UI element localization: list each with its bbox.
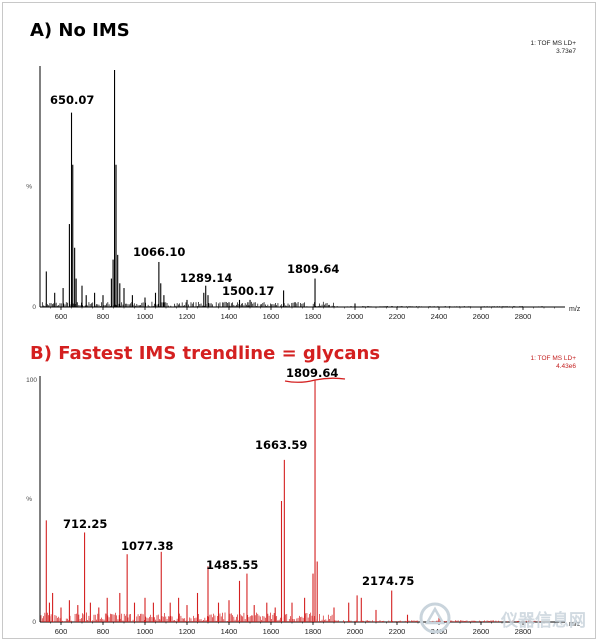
panel-b-title: B) Fastest IMS trendline = glycans — [30, 343, 381, 364]
panel-a-x-tick-label: 2800 — [515, 312, 532, 321]
panel-b-instrument: 1: TOF MS LD+ — [530, 355, 576, 362]
panel-b-peak-label: 1077.38 — [121, 539, 173, 553]
panel-a-peak-label: 650.07 — [50, 93, 94, 107]
panel-a-x-tick-label: 2200 — [389, 312, 406, 321]
panel-b-x-tick-label: 1000 — [137, 627, 154, 636]
panel-a-peak-label: 1066.10 — [133, 245, 185, 259]
panel-a-x-tick-label: 1600 — [263, 312, 280, 321]
panel-a-x-tick-label: 1400 — [221, 312, 238, 321]
panel-a-x-tick-label: 1200 — [179, 312, 196, 321]
watermark-logo-icon — [419, 602, 451, 634]
panel-b-x-tick-label: 1400 — [221, 627, 238, 636]
panel-a-x-tick-label: 2600 — [473, 312, 490, 321]
panel-a-x-tick-label: 1000 — [137, 312, 154, 321]
panel-b-peak-label: 1809.64 — [286, 366, 338, 380]
panel-a-peak-label: 1289.14 — [180, 271, 232, 285]
panel-b-y-top-label: 100 — [26, 377, 37, 384]
panel-b-x-tick-label: 2600 — [473, 627, 490, 636]
panel-a-x-unit-label: m/z — [569, 306, 581, 313]
panel-b-x-tick-label: 1200 — [179, 627, 196, 636]
panel-b-y-zero-label: 0 — [32, 619, 36, 626]
panel-a-x-tick-label: 600 — [55, 312, 68, 321]
panel-a-y-zero-label: 0 — [32, 304, 36, 311]
panel-b-x-tick-label: 600 — [55, 627, 68, 636]
panel-b-x-tick-label: 2000 — [347, 627, 364, 636]
panel-a-y-axis-label: % — [26, 184, 32, 191]
panel-b-peak-label: 712.25 — [63, 517, 107, 531]
panel-a-instrument: 1: TOF MS LD+ — [530, 40, 576, 47]
panel-a-x-tick-label: 1800 — [305, 312, 322, 321]
panel-b-x-tick-label: 2200 — [389, 627, 406, 636]
panel-a-peak-label: 1500.17 — [222, 284, 274, 298]
panel-a-x-tick-label: 800 — [97, 312, 110, 321]
panel-b-instrument-info: 1: TOF MS LD+ 4.43e6 — [531, 355, 576, 371]
panel-b-highlight-underline — [284, 377, 346, 383]
panel-b-intensity: 4.43e6 — [556, 363, 576, 370]
panel-a-peak-label: 1809.64 — [287, 262, 339, 276]
panel-b-peak-label: 1663.59 — [255, 438, 307, 452]
panel-a-x-tick-label: 2400 — [431, 312, 448, 321]
panel-b-peak-label: 1485.55 — [206, 558, 258, 572]
panel-a-instrument-info: 1: TOF MS LD+ 3.73e7 — [531, 40, 576, 56]
panel-b-peak-label: 2174.75 — [362, 574, 414, 588]
panel-b-y-axis-label: % — [26, 496, 32, 503]
panel-a-x-tick-label: 2000 — [347, 312, 364, 321]
panel-b-x-tick-label: 1600 — [263, 627, 280, 636]
panel-b-x-tick-label: 2800 — [515, 627, 532, 636]
panel-a-title: A) No IMS — [30, 20, 130, 41]
panel-b-x-unit-label: m/z — [569, 621, 581, 628]
panel-b-x-tick-label: 800 — [97, 627, 110, 636]
panel-b-x-tick-label: 1800 — [305, 627, 322, 636]
watermark-text: 仪器信息网 — [501, 611, 586, 631]
panel-a-intensity: 3.73e7 — [556, 48, 576, 55]
